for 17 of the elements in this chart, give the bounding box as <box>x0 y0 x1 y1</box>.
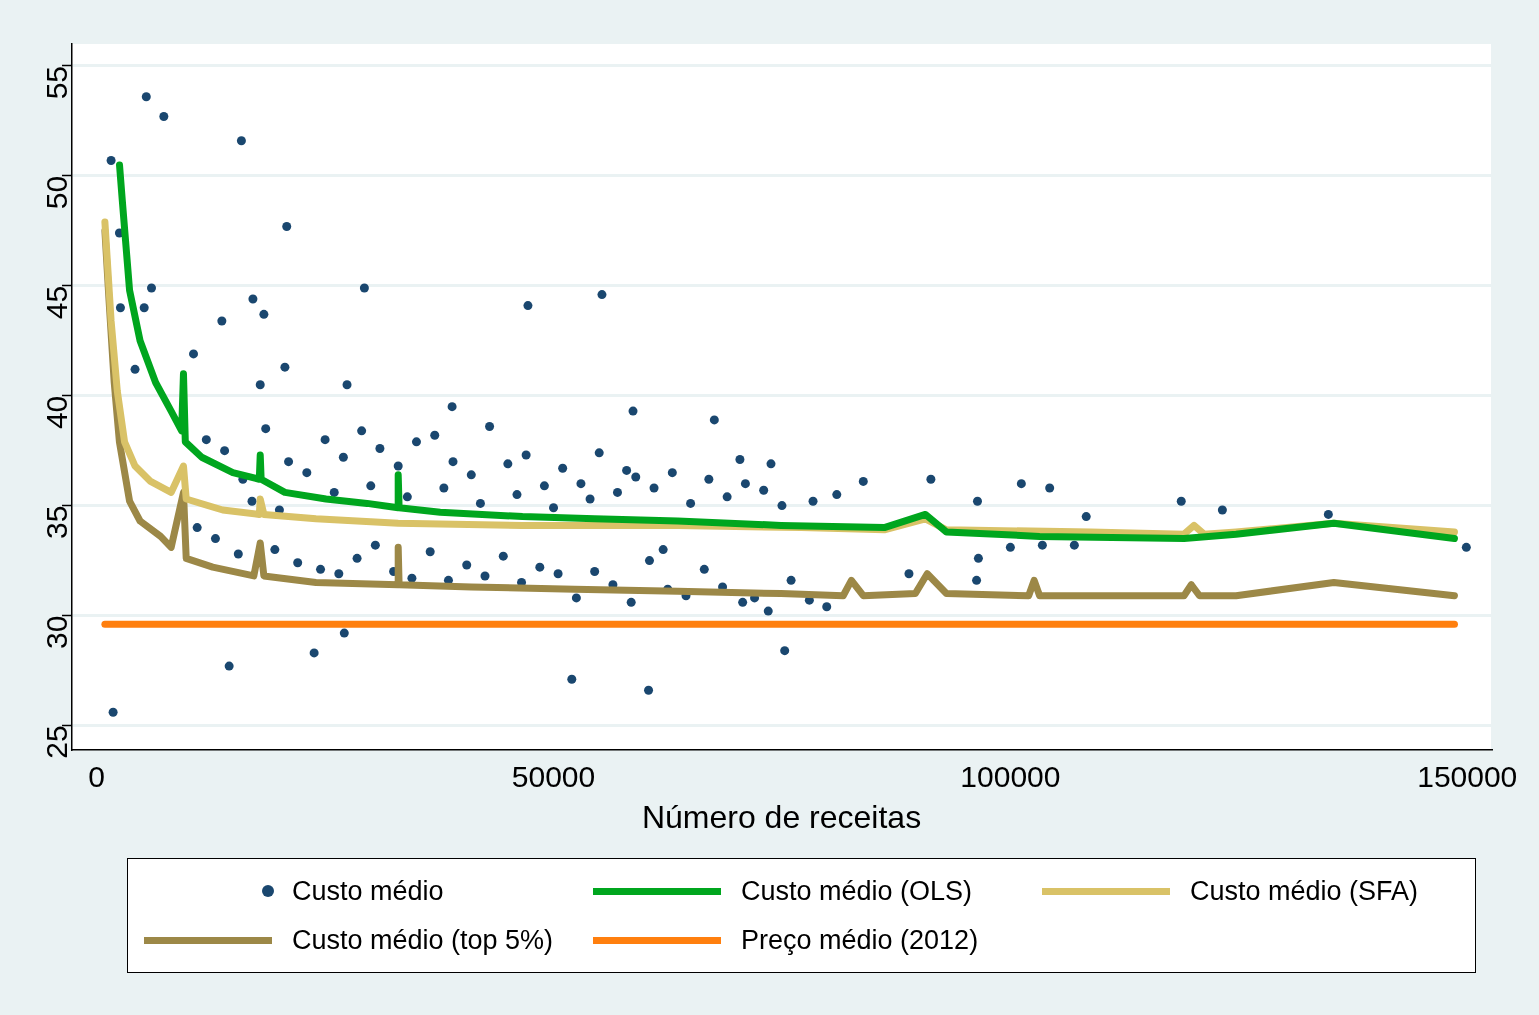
y-tick-label: 25 <box>40 725 74 759</box>
y-tick-label: 40 <box>40 395 74 430</box>
legend-label: Custo médio (OLS) <box>741 875 973 907</box>
y-tick-label: 55 <box>40 65 74 100</box>
legend-label: Custo médio (SFA) <box>1190 875 1419 907</box>
x-tick-label: 150000 <box>1417 759 1518 793</box>
legend-label: Custo médio <box>292 875 444 907</box>
x-tick-label: 0 <box>88 759 106 793</box>
y-tick-label: 45 <box>40 285 74 320</box>
legend-label: Preço médio (2012) <box>741 924 979 956</box>
x-tick-label: 100000 <box>960 759 1061 793</box>
x-axis-title: Número de receitas <box>641 798 922 835</box>
x-tick-label: 50000 <box>511 759 596 793</box>
y-tick-label: 35 <box>40 505 74 539</box>
y-tick-label: 50 <box>40 175 74 210</box>
legend-label: Custo médio (top 5%) <box>292 924 554 956</box>
y-tick-label: 30 <box>40 615 74 649</box>
